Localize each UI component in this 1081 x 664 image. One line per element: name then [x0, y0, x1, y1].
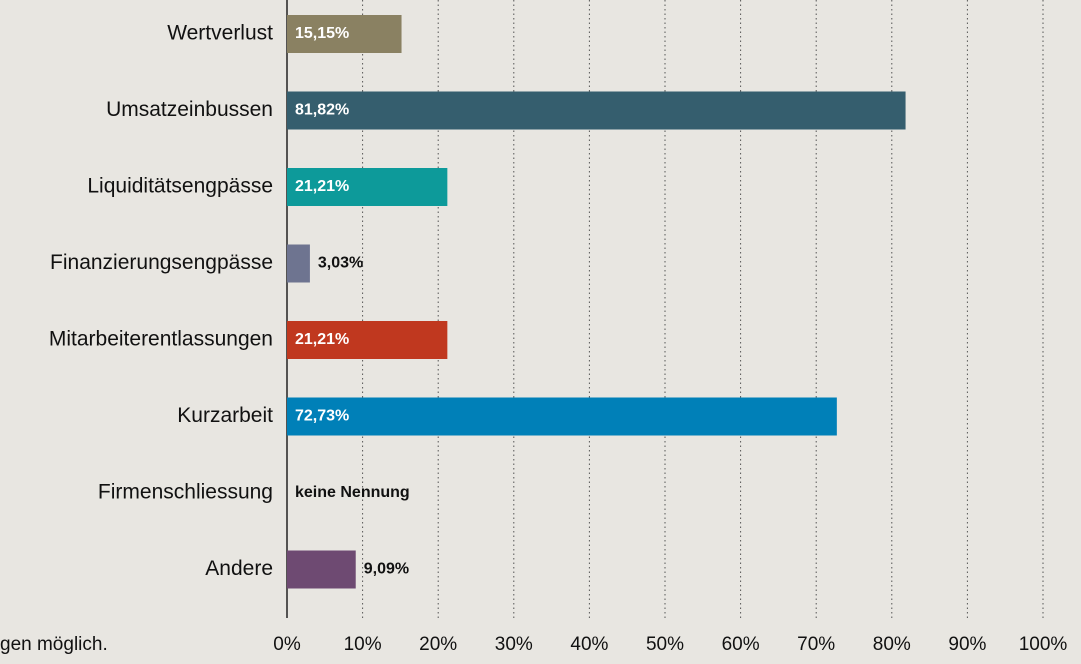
x-tick-label: 90% — [948, 634, 986, 655]
data-label: 9,09% — [364, 561, 409, 578]
bar — [287, 321, 448, 359]
footnote: gen möglich. — [0, 634, 108, 655]
x-tick-label: 40% — [570, 634, 608, 655]
y-tick-label: Liquiditätsengpässe — [87, 175, 273, 198]
x-tick-label: 100% — [1019, 634, 1068, 655]
y-tick-label: Kurzarbeit — [177, 404, 273, 427]
bar — [287, 244, 310, 283]
bar — [287, 550, 356, 589]
y-tick-label: Wertverlust — [167, 22, 273, 45]
x-tick-label: 0% — [273, 634, 301, 655]
y-tick-label: Umsatzeinbussen — [106, 98, 273, 121]
data-label: 15,15% — [295, 25, 349, 42]
x-tick-label: 20% — [419, 634, 457, 655]
data-label: keine Nennung — [295, 484, 410, 501]
data-label: 3,03% — [318, 255, 363, 272]
x-tick-label: 30% — [495, 634, 533, 655]
data-label: 72,73% — [295, 408, 349, 425]
data-label: 21,21% — [295, 331, 349, 348]
x-tick-label: 80% — [873, 634, 911, 655]
bar — [287, 15, 402, 53]
y-tick-label: Andere — [205, 557, 273, 580]
x-tick-label: 50% — [646, 634, 684, 655]
y-tick-label: Finanzierungsengpässe — [50, 251, 273, 274]
x-tick-label: 70% — [797, 634, 835, 655]
y-tick-label: Firmenschliessung — [98, 481, 273, 504]
bar — [287, 91, 906, 130]
bar — [287, 168, 448, 206]
y-tick-label: Mitarbeiterentlassungen — [49, 328, 273, 351]
x-tick-label: 10% — [344, 634, 382, 655]
bar — [287, 397, 837, 436]
data-label: 21,21% — [295, 178, 349, 195]
x-tick-label: 60% — [722, 634, 760, 655]
data-label: 81,82% — [295, 102, 349, 119]
